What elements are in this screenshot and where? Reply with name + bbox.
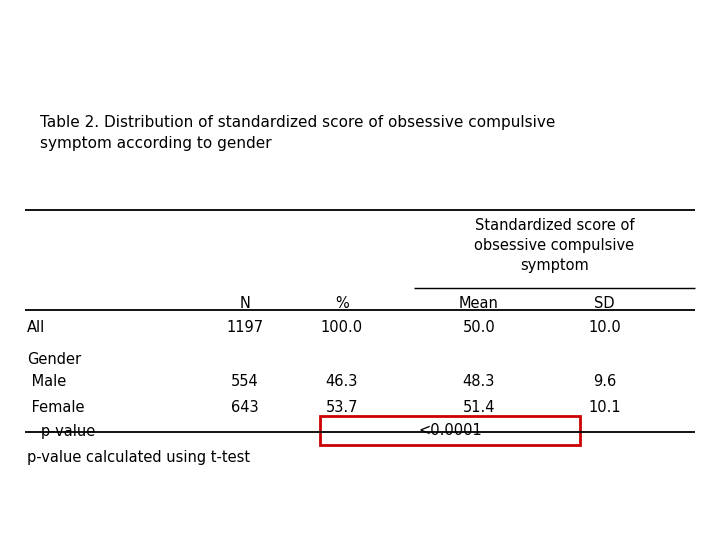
Text: p-value calculated using t-test: p-value calculated using t-test (27, 450, 251, 465)
Text: 48.3: 48.3 (463, 374, 495, 389)
Text: Female: Female (27, 400, 85, 415)
Text: All: All (27, 320, 45, 335)
Text: Mean: Mean (459, 296, 499, 311)
Text: 9.6: 9.6 (593, 374, 616, 389)
Text: Male: Male (27, 374, 67, 389)
Text: p-value: p-value (27, 424, 96, 439)
Text: SD: SD (595, 296, 615, 311)
Text: 46.3: 46.3 (326, 374, 358, 389)
Text: 51.4: 51.4 (462, 400, 495, 415)
Text: Table 2. Distribution of standardized score of obsessive compulsive
symptom acco: Table 2. Distribution of standardized sc… (40, 115, 556, 151)
Text: %: % (335, 296, 349, 311)
Text: 100.0: 100.0 (321, 320, 363, 335)
Text: 53.7: 53.7 (325, 400, 359, 415)
Text: 10.1: 10.1 (588, 400, 621, 415)
Bar (320, 416, 580, 444)
Text: Standardized score of
obsessive compulsive
symptom: Standardized score of obsessive compulsi… (474, 218, 634, 273)
Text: 50.0: 50.0 (462, 320, 495, 335)
Text: 554: 554 (231, 374, 258, 389)
Text: 1197: 1197 (226, 320, 264, 335)
Text: <0.0001: <0.0001 (418, 423, 482, 438)
Text: 10.0: 10.0 (588, 320, 621, 335)
Text: Gender: Gender (27, 352, 81, 367)
Text: 643: 643 (231, 400, 258, 415)
Text: N: N (239, 296, 251, 311)
